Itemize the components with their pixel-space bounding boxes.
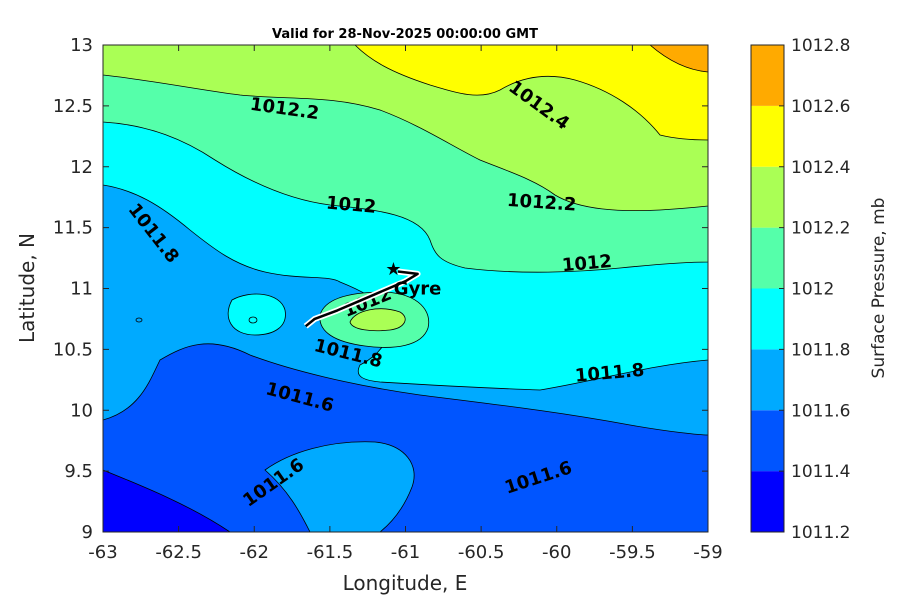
contour-label: 1012 [561,251,613,276]
colorbar-tick-label: 1012.4 [791,158,850,178]
band-1012-4 [354,45,708,141]
colorbar-tick-label: 1012.2 [791,219,850,239]
colorbar-swatch [751,105,784,167]
colorbar-swatch [751,227,784,289]
colorbar-tick-label: 1012.8 [791,36,850,56]
colorbar-swatch [751,45,784,106]
colorbar-tick-label: 1012.6 [791,97,850,117]
colorbar-swatch [751,349,784,411]
y-tick-label: 11.5 [53,218,93,239]
y-tick-label: 10 [70,400,93,421]
y-tick-label: 13 [70,35,93,56]
x-tick-label: -61 [391,542,420,563]
band-1011-8-island [227,293,286,336]
band-1012-2-island [349,308,406,332]
y-tick-label: 9.5 [64,461,93,482]
x-tick-label: -60.5 [458,542,505,563]
y-tick-label: 12 [70,157,93,178]
x-axis: -63 -62.5 -62 -61.5 -61 -60.5 -60 -59.5 -59 [88,45,723,563]
band-1011-6-island [264,441,415,532]
colorbar: 1011.2 1011.4 1011.6 1011.8 1012 1012.2 1012.4… [750,36,850,543]
y-tick-label: 10.5 [53,339,93,360]
x-tick-label: -59 [693,542,722,563]
colorbar-tick-label: 1011.4 [791,462,850,482]
chart-title: Valid for 28-Nov-2025 00:00:00 GMT [272,27,538,42]
x-tick-label: -62.5 [155,542,202,563]
contour-label: 1012.2 [506,190,577,216]
colorbar-tick-label: 1011.2 [791,523,850,543]
x-tick-label: -63 [88,542,117,563]
y-axis: 9 9.5 10 10.5 11 11.5 12 12.5 13 [53,35,708,543]
y-axis-label: Latitude, N [15,233,39,343]
storm-track-line [304,270,419,328]
colorbar-tick-label: 1011.8 [791,340,850,360]
colorbar-swatch [751,288,784,350]
gyre-annotation: Gyre [394,279,442,300]
colorbar-swatch [751,410,784,472]
plot-area [103,45,708,532]
contour-label: 1012 [325,193,377,218]
star-marker: ★ [385,259,401,280]
colorbar-swatch [751,166,784,228]
x-axis-label: Longitude, E [343,571,468,595]
small-contour-ring-center [248,316,258,324]
colorbar-tick-label: 1011.6 [791,401,850,421]
x-tick-label: -59.5 [609,542,656,563]
x-tick-label: -61.5 [307,542,354,563]
colorbar-label: Surface Pressure, mb [869,198,889,379]
y-tick-label: 9 [82,522,93,543]
band-1012-2 [103,45,708,212]
colorbar-swatch [751,471,784,532]
colorbar-tick-label: 1012 [791,280,834,300]
small-contour-ring-west [135,317,143,323]
y-tick-label: 12.5 [53,96,93,117]
x-tick-label: -62 [240,542,269,563]
y-tick-label: 11 [70,279,93,300]
x-tick-label: -60 [542,542,571,563]
